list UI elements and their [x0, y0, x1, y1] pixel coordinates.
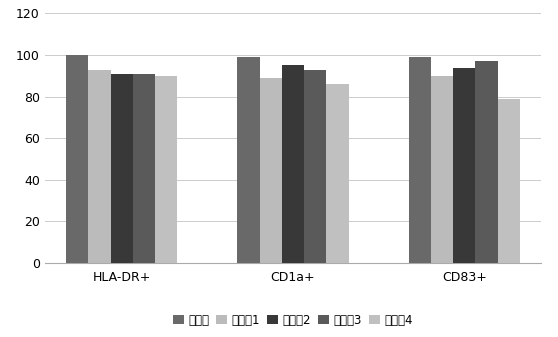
Bar	[282, 65, 304, 263]
Bar	[133, 74, 155, 263]
Bar	[326, 84, 349, 263]
Bar	[498, 99, 520, 263]
Bar	[66, 55, 88, 263]
Bar	[475, 61, 498, 263]
Bar	[155, 76, 177, 263]
Bar	[110, 74, 133, 263]
Bar	[431, 76, 453, 263]
Bar	[259, 78, 282, 263]
Bar	[408, 57, 431, 263]
Bar	[88, 70, 110, 263]
Bar	[453, 67, 475, 263]
Bar	[237, 57, 259, 263]
Bar	[304, 70, 326, 263]
Legend: 实施例, 对照例1, 对照例2, 对照例3, 对照例4: 实施例, 对照例1, 对照例2, 对照例3, 对照例4	[173, 314, 413, 327]
